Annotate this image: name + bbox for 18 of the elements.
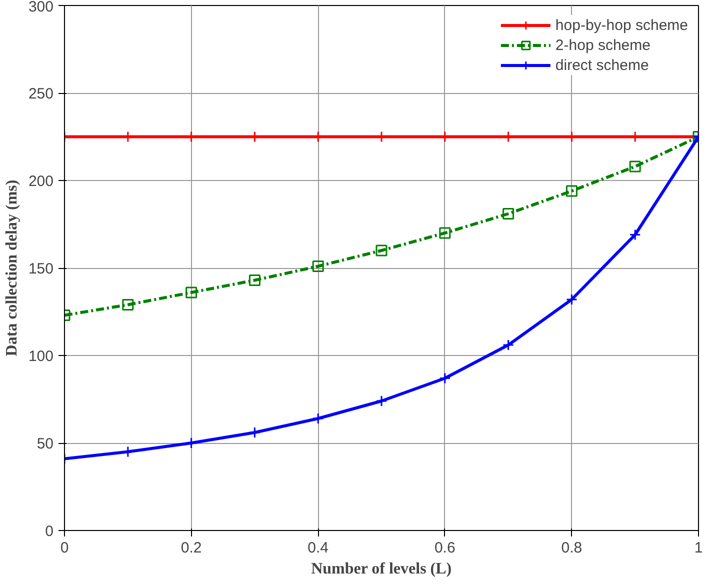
x-tick-label: 0.4 (308, 540, 329, 556)
x-tick-label: 0.6 (434, 540, 456, 556)
y-axis-title: Data collection delay (ms) (3, 180, 20, 356)
legend-label: 2-hop scheme (555, 36, 650, 54)
y-tick-label: 100 (28, 348, 54, 365)
x-tick-label: 0 (60, 540, 69, 556)
y-tick-label: 200 (28, 173, 54, 190)
y-tick-label: 0 (45, 523, 54, 540)
y-tick-label: 50 (36, 436, 54, 452)
x-tick-label: 1 (694, 540, 703, 556)
y-tick-label: 150 (28, 260, 54, 278)
x-axis-title: Number of levels (L) (311, 560, 452, 578)
legend-label: hop-by-hop scheme (555, 16, 688, 34)
x-tick-label: 0.8 (561, 540, 582, 556)
legend-label: direct scheme (555, 56, 649, 74)
x-tick-label: 0.2 (180, 540, 202, 556)
y-tick-label: 250 (28, 86, 54, 102)
y-tick-label: 300 (28, 0, 54, 16)
